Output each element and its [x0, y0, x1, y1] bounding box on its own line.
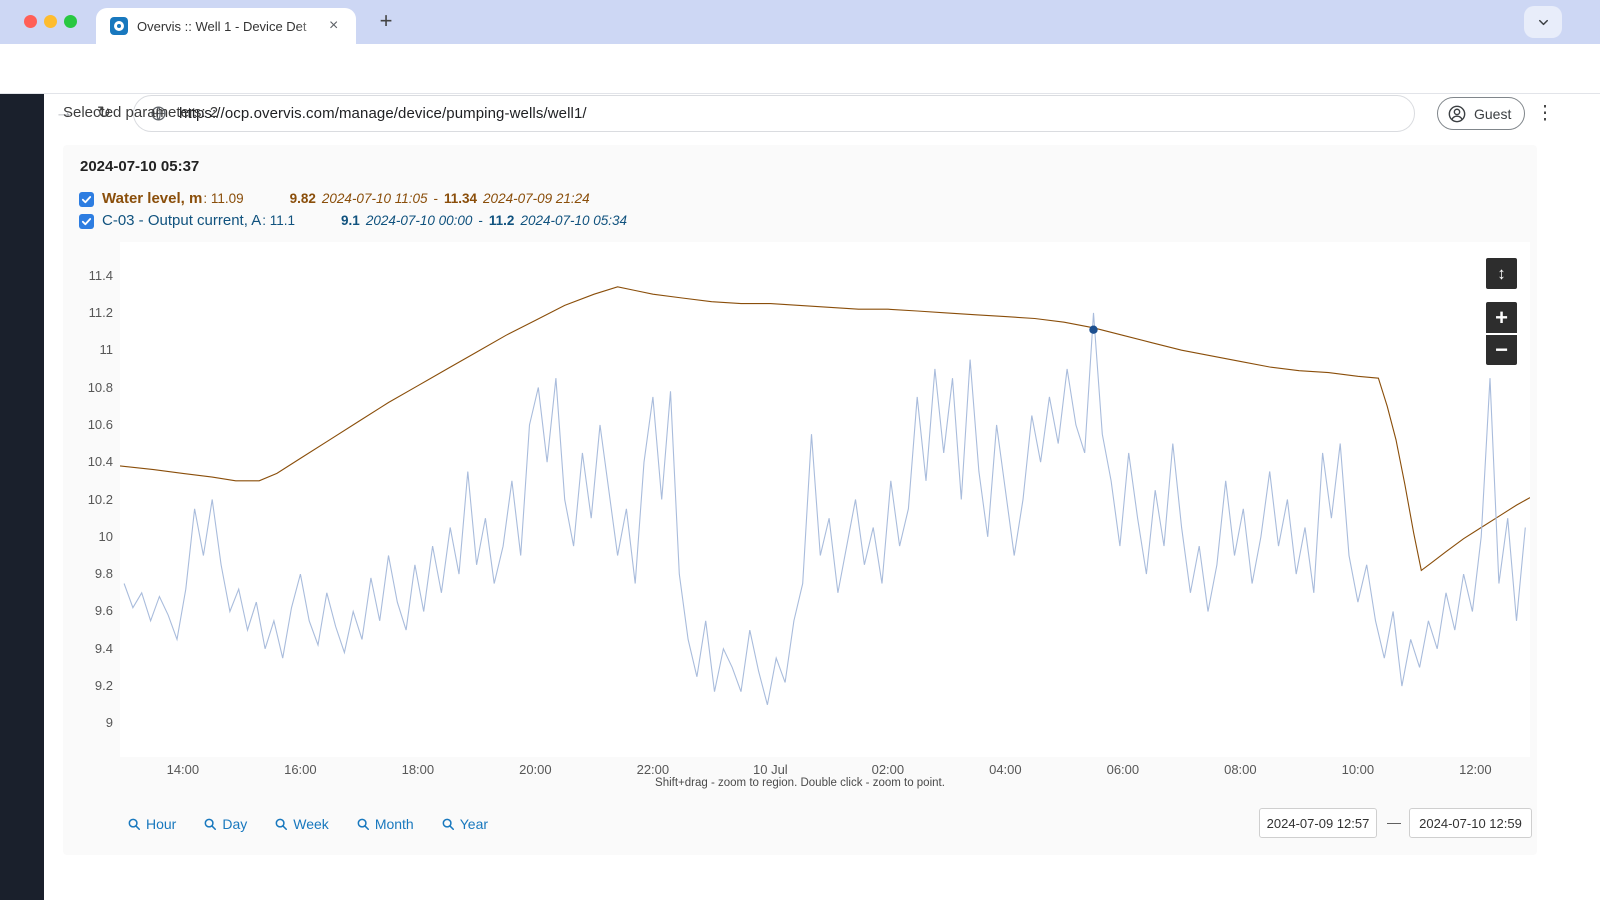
- range-to-input[interactable]: [1409, 808, 1532, 838]
- param-max-time: 2024-07-10 05:34: [520, 213, 628, 228]
- zoom-in-button[interactable]: +: [1486, 302, 1517, 333]
- x-tick-label: 16:00: [284, 762, 317, 777]
- range-week-button[interactable]: Week: [274, 816, 329, 832]
- range-day-button[interactable]: Day: [203, 816, 247, 832]
- browser-menu-button[interactable]: ⋮: [1535, 102, 1555, 124]
- magnifier-icon: [275, 818, 288, 831]
- x-tick-label: 04:00: [989, 762, 1022, 777]
- zoom-out-button[interactable]: −: [1486, 334, 1517, 365]
- param-separator: -: [433, 191, 439, 206]
- param-separator: -: [478, 213, 483, 228]
- new-tab-button[interactable]: +: [379, 8, 393, 33]
- selected-parameters-text: Selected parameters: 2: [63, 104, 219, 121]
- range-button-label: Week: [293, 816, 329, 832]
- check-icon: [81, 217, 92, 225]
- magnifier-icon: [357, 818, 369, 831]
- tab-search-chevron-button[interactable]: [1524, 6, 1562, 38]
- range-year-button[interactable]: Year: [441, 816, 488, 832]
- param-max-value: 11.34: [444, 191, 478, 206]
- tab-close-icon[interactable]: ×: [329, 17, 339, 34]
- hover-timestamp: 2024-07-10 05:37: [80, 158, 200, 175]
- overvis-favicon-icon: [110, 17, 128, 35]
- range-button-label: Month: [374, 816, 414, 832]
- window-close-button[interactable]: [24, 15, 37, 28]
- x-tick-label: 08:00: [1224, 762, 1257, 777]
- chart-hint-text: Shift+drag - zoom to region. Double clic…: [655, 777, 945, 789]
- magnifier-icon: [204, 818, 217, 831]
- param-name: C-03 - Output current, A: [102, 212, 262, 229]
- browser-tab[interactable]: Overvis :: Well 1 - Device Det ×: [96, 8, 356, 44]
- range-dash: —: [1387, 814, 1401, 830]
- range-from-input[interactable]: [1259, 808, 1377, 838]
- check-icon: [81, 195, 92, 203]
- address-bar[interactable]: https://ocp.overvis.com/manage/device/pu…: [133, 95, 1415, 132]
- profile-label: Guest: [1474, 105, 1512, 122]
- x-tick-label: 14:00: [166, 762, 200, 777]
- x-tick-label: 22:00: [636, 762, 670, 777]
- window-minimize-button[interactable]: [44, 15, 57, 28]
- magnifier-icon: [442, 818, 454, 831]
- series-output-current: [123, 312, 1526, 705]
- person-icon: [1448, 105, 1466, 122]
- range-hour-button[interactable]: Hour: [127, 816, 176, 832]
- range-button-label: Day: [222, 816, 248, 832]
- pan-vertical-button[interactable]: ↕: [1486, 258, 1517, 289]
- param-row-water-level: Water level, m : 11.09 9.82 2024-07-10 1…: [79, 190, 590, 208]
- output-current-checkbox[interactable]: [79, 213, 94, 229]
- param-min-time: 2024-07-10 11:05: [321, 191, 428, 206]
- x-tick-label: 10:00: [1341, 762, 1375, 777]
- param-name: Water level, m: [102, 190, 203, 207]
- globe-icon: [151, 106, 166, 121]
- sidebar-strip: [0, 94, 44, 900]
- x-tick-label: 20:00: [519, 762, 552, 777]
- range-button-label: Hour: [146, 816, 177, 832]
- browser-toolbar: ← → ↻ https://ocp.overvis.com/manage/dev…: [0, 44, 1600, 132]
- x-tick-label: 18:00: [401, 762, 435, 777]
- param-row-output-current: C-03 - Output current, A : 11.1 9.1 2024…: [79, 212, 627, 230]
- series-water-level: [119, 286, 1531, 572]
- url-text: https://ocp.overvis.com/manage/device/pu…: [179, 105, 587, 122]
- x-axis: 14:00 16:00 18:00 20:00 22:00 10 Jul 02:00 04:0…: [120, 762, 1530, 780]
- param-max-value: 11.2: [488, 213, 515, 228]
- x-tick-label: 02:00: [871, 762, 905, 777]
- range-month-button[interactable]: Month: [356, 816, 414, 832]
- range-buttons: Hour Day Week Month Year: [127, 816, 488, 832]
- param-current-value: : 11.1: [262, 213, 296, 228]
- water-level-checkbox[interactable]: [79, 191, 94, 207]
- forward-button[interactable]: →: [54, 102, 74, 123]
- browser-tab-strip: Overvis :: Well 1 - Device Det × +: [0, 0, 1600, 44]
- window-zoom-button[interactable]: [64, 15, 77, 28]
- param-min-value: 9.1: [341, 213, 360, 228]
- profile-button[interactable]: Guest: [1437, 97, 1526, 130]
- chevron-down-icon: [1538, 19, 1548, 25]
- param-min-value: 9.82: [289, 191, 316, 206]
- param-current-value: : 11.09: [203, 191, 244, 206]
- range-button-label: Year: [459, 816, 489, 832]
- magnifier-icon: [128, 818, 141, 831]
- x-tick-label: 06:00: [1106, 762, 1140, 777]
- x-tick-label: 12:00: [1459, 762, 1492, 777]
- chart-plot-area[interactable]: [119, 242, 1531, 757]
- selected-point-marker: [1089, 325, 1098, 334]
- param-max-time: 2024-07-09 21:24: [483, 191, 590, 206]
- param-min-time: 2024-07-10 00:00: [365, 213, 473, 228]
- tab-title: Overvis :: Well 1 - Device Det: [137, 18, 323, 34]
- x-tick-label: 10 Jul: [753, 762, 788, 777]
- reload-button[interactable]: ↻: [96, 103, 112, 122]
